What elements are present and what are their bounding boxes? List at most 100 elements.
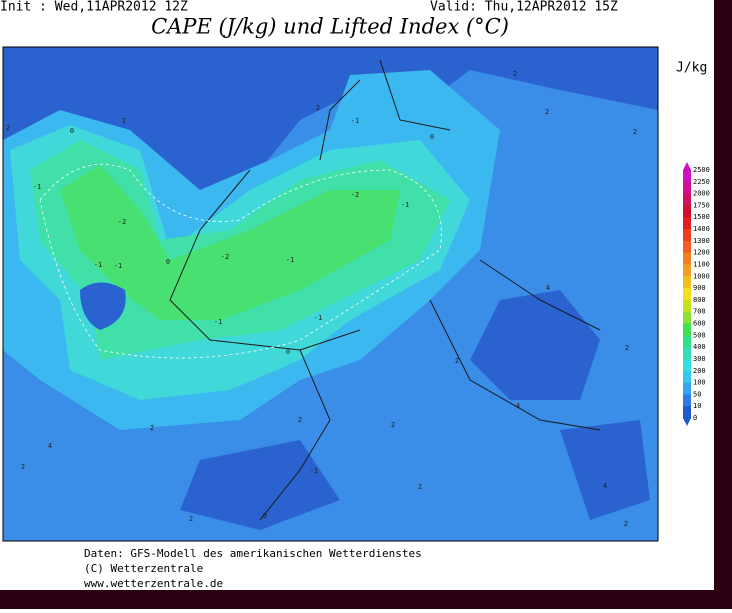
colorbar-label: 2000 xyxy=(693,190,710,198)
colorbar-label: 50 xyxy=(693,390,701,398)
colorbar-label: 1400 xyxy=(693,225,710,233)
contour-label: 2 xyxy=(633,128,637,136)
colorbar-label: 2500 xyxy=(693,166,710,174)
colorbar-label: 1100 xyxy=(693,260,710,268)
contour-label: 2 xyxy=(513,70,517,78)
border xyxy=(169,59,601,521)
init-time: Init : Wed,11APR2012 12Z xyxy=(0,0,188,15)
colorbar-segment xyxy=(683,217,691,230)
colorbar-segment xyxy=(683,394,691,407)
frame-right xyxy=(714,0,732,609)
contour-label: 2 xyxy=(21,463,25,471)
area xyxy=(80,282,126,330)
colorbar-segment xyxy=(683,323,691,336)
colorbar-label: 600 xyxy=(693,320,706,328)
colorbar-segment xyxy=(683,382,691,395)
contour-labels: 0 -1 -2 -1 -1 0 -2 -1 -1 -2 -1 -1 0 -1 0 2 2 2 2 2 2 4 2 4 2 2 2 2 4… xyxy=(6,70,637,528)
colorbar-label: 10 xyxy=(693,402,701,410)
colorbar-label: 300 xyxy=(693,355,706,363)
contour-label: -1 xyxy=(114,262,122,270)
map-title: CAPE (J/kg) und Lifted Index (°C) xyxy=(151,15,509,39)
contour-label: 2 xyxy=(189,515,193,523)
contour-label: 4 xyxy=(546,284,550,292)
footer-line: www.wetterzentrale.de xyxy=(84,577,223,590)
colorbar-segment xyxy=(683,252,691,265)
contour-label: -1 xyxy=(314,314,322,322)
contour-label: 0 xyxy=(430,133,434,141)
colorbar-segment xyxy=(683,193,691,206)
contour-label: -2 xyxy=(118,218,126,226)
contour-label: -1 xyxy=(94,261,102,269)
colorbar-label: 100 xyxy=(693,379,706,387)
contour-label: 4 xyxy=(603,482,607,490)
map-frame xyxy=(2,46,659,542)
colorbar-label: 900 xyxy=(693,284,706,292)
contour-label: 2 xyxy=(298,416,302,424)
colorbar-segment xyxy=(683,347,691,360)
colorbar-label: 1500 xyxy=(693,213,710,221)
contour-label: -1 xyxy=(33,183,41,191)
colorbar-label: 1300 xyxy=(693,237,710,245)
colorbar-segment xyxy=(683,370,691,384)
colorbar-cap xyxy=(683,418,691,426)
colorbar-label: 700 xyxy=(693,308,706,316)
colorbar-label: 800 xyxy=(693,296,706,304)
colorbar-segment xyxy=(683,358,691,372)
colorbar-segment xyxy=(683,311,691,325)
colorbar-label: 500 xyxy=(693,331,706,339)
colorbar-cap xyxy=(683,162,691,170)
contour-label: 2 xyxy=(418,483,422,491)
colorbar-segment xyxy=(683,264,691,277)
colorbar-segment xyxy=(683,276,691,289)
contour-label: 4 xyxy=(516,402,520,410)
contour-label: 2 xyxy=(625,344,629,352)
colorbar-segment xyxy=(683,205,691,218)
contour-label: -1 xyxy=(214,318,222,326)
contour-label: -2 xyxy=(221,253,229,261)
contour-label: 0 xyxy=(263,512,267,520)
colorbar-label: 2250 xyxy=(693,178,710,186)
contour-label: 2 xyxy=(122,117,126,125)
contour-label: 0 xyxy=(70,127,74,135)
contour-label: -1 xyxy=(351,117,359,125)
colorbar-segment xyxy=(683,335,691,348)
map xyxy=(2,46,659,542)
colorbar-label: 1750 xyxy=(693,201,710,209)
contour-label: 0 xyxy=(286,348,290,356)
colorbar-label: 400 xyxy=(693,343,706,351)
contour-label: 2 xyxy=(391,421,395,429)
valid-time: Valid: Thu,12APR2012 15Z xyxy=(430,0,618,15)
colorbar-segment xyxy=(683,299,691,313)
colorbar-segment xyxy=(683,240,691,254)
contour-label: 2 xyxy=(6,124,10,132)
contour-label: 2 xyxy=(624,520,628,528)
contour-label: 4 xyxy=(48,442,52,450)
colorbar: 2500225020001750150014001300120011001000… xyxy=(683,162,710,426)
area xyxy=(60,165,400,320)
contour-label: -2 xyxy=(351,191,359,199)
contour-label: 0 xyxy=(166,258,170,266)
contour-label: 2 xyxy=(316,104,320,112)
footer-line: Daten: GFS-Modell des amerikanischen Wet… xyxy=(84,547,422,560)
area xyxy=(3,47,658,190)
colorbar-segment xyxy=(683,288,691,301)
colorbar-label: 200 xyxy=(693,367,706,375)
unit: J/kg xyxy=(676,61,707,76)
contour-label: 2 xyxy=(545,108,549,116)
contour-label: 2 xyxy=(455,357,459,365)
colorbar-label: 1000 xyxy=(693,272,710,280)
colorbar-segment xyxy=(683,406,691,419)
contour-label: -1 xyxy=(401,201,409,209)
contour-label: -1 xyxy=(310,467,318,475)
colorbar-label: 0 xyxy=(693,414,697,422)
frame-bottom xyxy=(0,590,732,609)
footer-line: (C) Wetterzentrale xyxy=(84,562,203,575)
colorbar-label: 1200 xyxy=(693,249,710,257)
colorbar-segment xyxy=(683,170,691,183)
contour-label: 2 xyxy=(150,424,154,432)
colorbar-segment xyxy=(683,181,691,195)
contour-label: -1 xyxy=(286,256,294,264)
colorbar-segment xyxy=(683,229,691,242)
area xyxy=(180,290,650,530)
